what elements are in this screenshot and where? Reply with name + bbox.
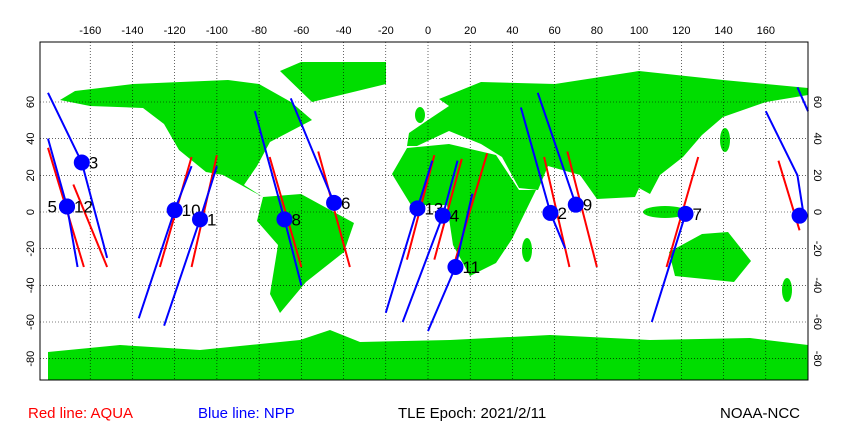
satellite-marker xyxy=(73,154,90,171)
satellite-marker xyxy=(59,198,75,215)
x-tick-label: 20 xyxy=(464,25,476,37)
track xyxy=(433,158,463,260)
satellite-label: 9 xyxy=(583,196,592,215)
x-tick-label: 60 xyxy=(549,25,561,37)
satellite-marker xyxy=(677,205,694,222)
map-frame xyxy=(39,41,809,381)
ticks: -160 -140 -120 -100 -80 -60 -40 -20 0 20 40 60 80 100… xyxy=(25,25,823,367)
satellite-marker xyxy=(447,259,464,275)
satellite-label: 7 xyxy=(693,205,702,224)
y-tick-label-right: 20 xyxy=(811,169,823,181)
x-tick-label: 120 xyxy=(672,25,690,37)
satellite-label: 5 xyxy=(48,198,57,217)
track xyxy=(289,97,335,204)
satellite-marker xyxy=(326,194,343,211)
legend-npp: Blue line: NPP xyxy=(198,405,295,422)
legend-aqua: Red line: AQUA xyxy=(28,405,133,422)
x-tick-label: 80 xyxy=(591,25,603,37)
new-zealand xyxy=(782,278,792,302)
x-tick-label: -60 xyxy=(293,25,309,37)
satellite-marker xyxy=(192,211,208,228)
australia xyxy=(669,232,751,282)
japan xyxy=(720,128,730,152)
x-tick-label: 0 xyxy=(425,25,431,37)
greenland xyxy=(280,62,386,102)
y-tick-label-right: -60 xyxy=(811,314,823,330)
satellite-label: 3 xyxy=(89,154,98,173)
satellite-label: 4 xyxy=(450,207,459,226)
satellite-label: 8 xyxy=(291,210,300,229)
satellite-marker xyxy=(166,202,183,219)
x-tick-label: -20 xyxy=(378,25,394,37)
x-tick-label: -120 xyxy=(164,25,186,37)
track xyxy=(72,184,109,268)
y-tick-label-right: 0 xyxy=(811,209,823,215)
y-tick-label-right: -40 xyxy=(811,277,823,293)
britain xyxy=(415,107,425,123)
satellite-marker xyxy=(276,211,293,228)
y-tick-label: -80 xyxy=(25,351,37,367)
epoch: TLE Epoch: 2021/2/11 xyxy=(398,405,546,422)
y-tick-label: -40 xyxy=(25,277,37,293)
y-tick-label: 40 xyxy=(25,133,37,145)
satellite-marker xyxy=(434,207,451,224)
credit: NOAA-NCC xyxy=(720,405,800,422)
y-tick-label-right: 60 xyxy=(811,96,823,108)
x-tick-label: 160 xyxy=(757,25,775,37)
satellite-label: 11 xyxy=(462,258,480,277)
madagascar xyxy=(522,238,532,262)
x-tick-label: 140 xyxy=(714,25,732,37)
y-tick-label: -60 xyxy=(25,314,37,330)
x-tick-label: -100 xyxy=(206,25,228,37)
y-tick-label-right: -20 xyxy=(811,241,823,257)
track xyxy=(764,110,805,216)
satellite-marker xyxy=(791,207,808,224)
satellite-label: 6 xyxy=(341,194,350,213)
x-tick-label: -80 xyxy=(251,25,267,37)
satellite-marker xyxy=(409,200,426,217)
satellite-label: 1 xyxy=(207,210,216,229)
y-tick-label-right: -80 xyxy=(811,351,823,367)
x-tick-label: -40 xyxy=(336,25,352,37)
track xyxy=(650,213,687,323)
north-america xyxy=(60,80,312,197)
x-tick-label: 40 xyxy=(506,25,518,37)
y-tick-label-right: 40 xyxy=(811,133,823,145)
x-tick-label: -140 xyxy=(121,25,143,37)
track xyxy=(190,154,218,268)
grid xyxy=(40,42,808,380)
track xyxy=(536,92,577,205)
y-tick-label: 0 xyxy=(25,209,37,215)
satellite-marker xyxy=(542,204,559,221)
satellite-label: 2 xyxy=(557,204,566,223)
y-tick-label: -20 xyxy=(25,241,37,257)
track xyxy=(796,86,809,112)
satellite-marker xyxy=(567,196,584,213)
satellite-label: 12 xyxy=(74,198,93,217)
y-tick-label: 60 xyxy=(25,96,37,108)
x-tick-label: 100 xyxy=(630,25,648,37)
eurasia xyxy=(407,71,808,199)
x-tick-label: -160 xyxy=(79,25,101,37)
y-tick-label: 20 xyxy=(25,169,37,181)
